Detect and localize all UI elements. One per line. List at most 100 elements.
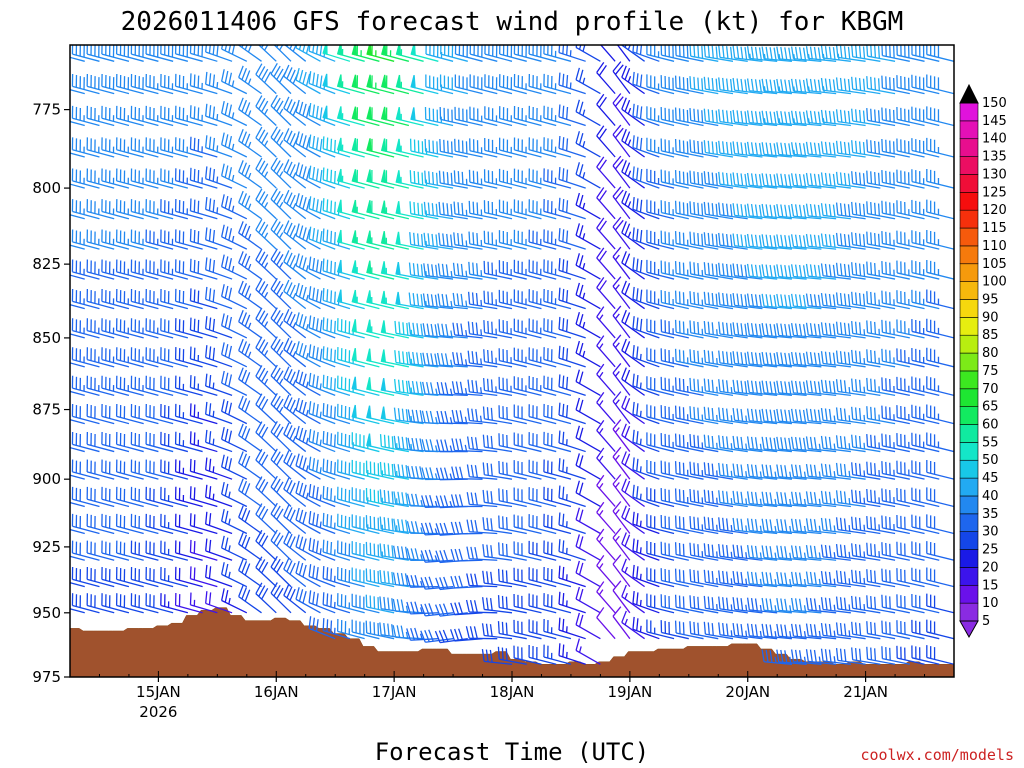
colorbar: 5 10 15 20 25 30 35 40 45 50 55 60 65 70 75 80 85 90 95 100… <box>959 83 1007 639</box>
wind-barb <box>632 166 660 189</box>
colorbar-segment <box>959 459 979 479</box>
wind-barb <box>351 348 380 368</box>
wind-barb <box>436 352 468 368</box>
wind-barb <box>70 307 71 309</box>
wind-barb <box>513 199 542 220</box>
wind-barb <box>820 648 851 665</box>
wind-barb <box>805 233 837 250</box>
wind-barb <box>145 593 174 614</box>
colorbar-label: 65 <box>982 400 999 415</box>
x-tick-label: 17JAN <box>372 683 417 701</box>
wind-barb <box>270 393 292 425</box>
wind-barb <box>612 474 631 507</box>
wind-barb <box>790 351 822 368</box>
wind-barb <box>805 463 837 480</box>
wind-barb <box>896 75 925 95</box>
wind-barb <box>689 107 719 127</box>
wind-barb <box>101 105 130 127</box>
wind-barb <box>820 463 851 480</box>
wind-barb <box>575 507 601 535</box>
wind-barb <box>761 571 792 588</box>
wind-barb <box>238 190 262 220</box>
colorbar-segment <box>959 156 979 175</box>
wind-barb <box>805 380 837 397</box>
wind-barb <box>596 581 616 614</box>
colorbar-segment <box>959 317 979 336</box>
wind-barb <box>718 45 748 62</box>
wind-barb <box>703 291 734 310</box>
wind-barb <box>703 378 734 397</box>
wind-barb <box>790 234 822 250</box>
wind-barb <box>322 485 351 508</box>
wind-barb <box>835 262 866 280</box>
wind-barb <box>483 169 513 189</box>
wind-barb <box>851 232 881 250</box>
wind-barb <box>380 290 410 310</box>
wind-barb <box>543 168 572 189</box>
wind-barb <box>336 229 365 250</box>
wind-barb <box>255 393 277 425</box>
wind-barb <box>674 461 704 480</box>
wind-barb <box>483 349 513 368</box>
wind-barb <box>835 570 866 588</box>
wind-barb <box>160 459 189 480</box>
wind-barb <box>336 593 365 614</box>
wind-barb <box>270 307 292 339</box>
wind-barb <box>926 106 954 127</box>
wind-barb <box>283 366 307 396</box>
wind-barb <box>805 293 837 310</box>
wind-barb <box>881 348 910 368</box>
wind-barb <box>438 232 468 250</box>
wind-barb <box>616 45 631 62</box>
wind-barb <box>866 542 896 561</box>
wind-barb <box>703 516 734 535</box>
wind-barb <box>911 106 940 127</box>
wind-barb <box>820 45 851 62</box>
colorbar-label: 90 <box>982 310 999 325</box>
wind-barb <box>732 379 763 397</box>
wind-barb <box>145 229 174 250</box>
wind-barb <box>366 377 395 397</box>
wind-barb <box>283 64 307 95</box>
wind-barb <box>393 378 424 397</box>
y-tick-label: 775 <box>32 101 61 119</box>
wind-barb <box>189 513 218 535</box>
wind-barb <box>866 406 896 425</box>
wind-barb <box>612 554 631 588</box>
wind-barb <box>451 409 483 425</box>
wind-barb <box>776 352 807 368</box>
wind-barb <box>732 570 763 588</box>
wind-barb <box>558 617 586 640</box>
wind-barb <box>660 138 689 158</box>
wind-barb <box>366 200 395 220</box>
wind-barb <box>101 404 130 425</box>
wind-barb <box>596 607 616 640</box>
wind-barb <box>513 45 542 62</box>
wind-barb <box>174 288 203 310</box>
wind-barb <box>295 507 321 535</box>
wind-barb <box>896 319 925 339</box>
wind-barb <box>454 74 483 95</box>
wind-barb <box>70 356 85 368</box>
wind-barb <box>221 100 248 127</box>
wind-barb <box>851 621 881 640</box>
wind-barb <box>776 78 807 95</box>
wind-barb <box>911 138 940 158</box>
y-tick-label: 825 <box>32 255 61 273</box>
wind-barb <box>283 279 307 310</box>
wind-barb <box>513 645 542 665</box>
colorbar-label: 60 <box>982 418 999 433</box>
wind-barb <box>575 560 601 588</box>
wind-barb <box>238 160 262 189</box>
wind-barb <box>911 514 940 535</box>
wind-barb <box>926 460 954 480</box>
wind-barb <box>409 138 439 158</box>
wind-barb <box>130 347 159 368</box>
wind-barb <box>513 404 542 425</box>
wind-barb <box>436 439 468 453</box>
wind-barb <box>746 623 778 640</box>
wind-barb <box>70 505 71 507</box>
wind-barb <box>221 508 248 535</box>
wind-barb <box>70 528 85 535</box>
wind-barb <box>160 593 189 614</box>
